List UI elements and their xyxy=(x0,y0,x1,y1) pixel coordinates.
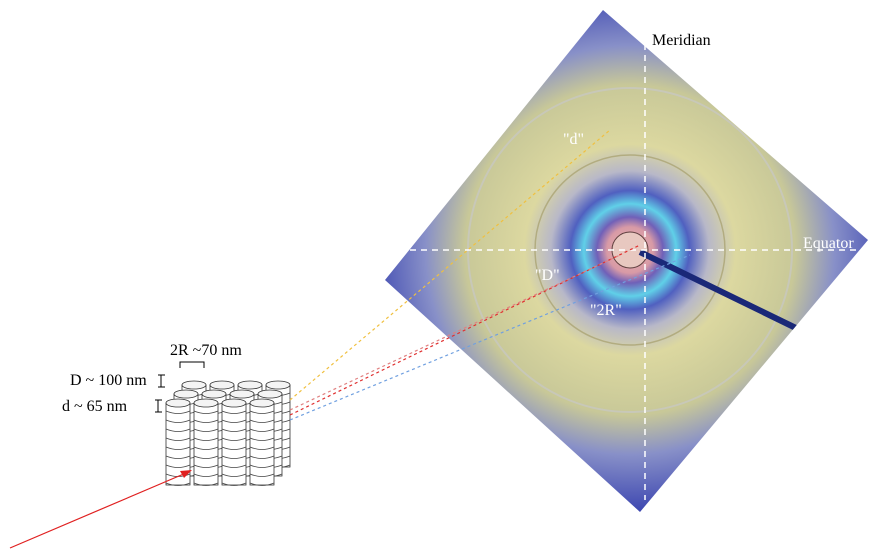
cylinder-top xyxy=(258,390,282,398)
incident-beam xyxy=(10,473,186,548)
fibril-stack xyxy=(166,381,290,486)
cylinder-body xyxy=(222,403,246,485)
d-spacing-label: d ~ 65 nm xyxy=(62,398,128,415)
cylinder-top xyxy=(210,381,234,389)
cylinder-top xyxy=(202,390,226,398)
equator-label: Equator xyxy=(803,235,854,252)
cylinder-top xyxy=(194,399,218,407)
d-label: "d" xyxy=(563,131,584,148)
cylinder-top xyxy=(250,399,274,407)
cylinder-top xyxy=(230,390,254,398)
cylinder-top xyxy=(238,381,262,389)
cylinder-top xyxy=(174,390,198,398)
cylinder-top xyxy=(222,399,246,407)
figure: Meridian Equator "d" "D" "2R" 2R ~70 nm … xyxy=(0,0,871,553)
meridian-label: Meridian xyxy=(652,32,711,49)
2R-label: "2R" xyxy=(590,302,622,319)
cylinder-body xyxy=(250,403,274,485)
D-spacing-label: D ~ 100 nm xyxy=(70,372,147,389)
cylinder-top xyxy=(166,399,190,407)
cylinder-body xyxy=(194,403,218,485)
D-label: "D" xyxy=(535,267,560,284)
cylinder-top xyxy=(182,381,206,389)
radius-label: 2R ~70 nm xyxy=(170,342,242,359)
cylinder-top xyxy=(266,381,290,389)
